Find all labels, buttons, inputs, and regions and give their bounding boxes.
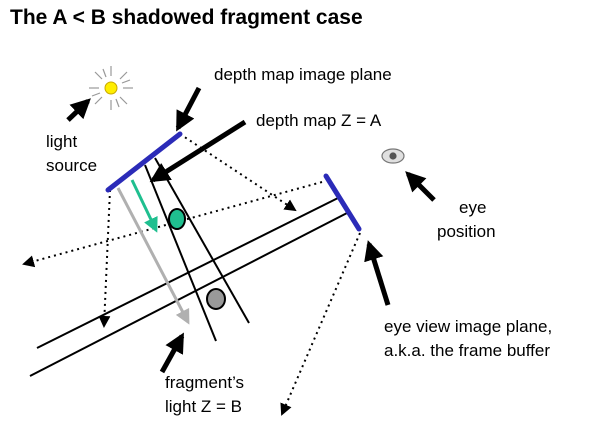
light-source-label-line2: source	[46, 156, 98, 175]
depth-map-image-plane	[105, 131, 183, 193]
annotation-arrows	[66, 86, 436, 374]
fragment-label-line1: fragment’s	[165, 373, 245, 392]
depth-sample-ray	[130, 179, 158, 233]
fragment-point	[206, 288, 226, 310]
eye-rays	[29, 196, 350, 377]
eye-icon	[381, 148, 405, 164]
depth-map-sample-point	[168, 208, 186, 230]
eye-position-label-line1: eye	[459, 198, 487, 217]
arrow-to-eye-plane	[364, 240, 391, 306]
eye-view-plane-label-line1: eye view image plane,	[384, 317, 553, 336]
arrow-to-depth-plane	[175, 86, 202, 132]
depth-map-z-label: depth map Z = A	[256, 111, 382, 130]
arrow-to-fragment	[159, 332, 185, 374]
light-source-label-line1: light	[46, 132, 78, 151]
depth-map-plane-label: depth map image plane	[214, 65, 392, 84]
fragment-label-line2: light Z = B	[165, 397, 243, 416]
eye-view-image-plane	[323, 173, 362, 232]
dotted-frustum-lines	[22, 133, 361, 416]
light-frustum-lines	[144, 157, 250, 342]
arrow-to-light	[66, 98, 91, 122]
eye-position-label-line2: position	[437, 222, 496, 241]
page-title: The A < B shadowed fragment case	[10, 6, 363, 29]
sun-icon	[89, 66, 133, 110]
eye-view-plane-label-line2: a.k.a. the frame buffer	[384, 341, 550, 360]
arrow-to-eye	[405, 171, 436, 202]
fragment-light-ray	[116, 187, 190, 325]
arrow-to-depth-z	[149, 119, 247, 183]
